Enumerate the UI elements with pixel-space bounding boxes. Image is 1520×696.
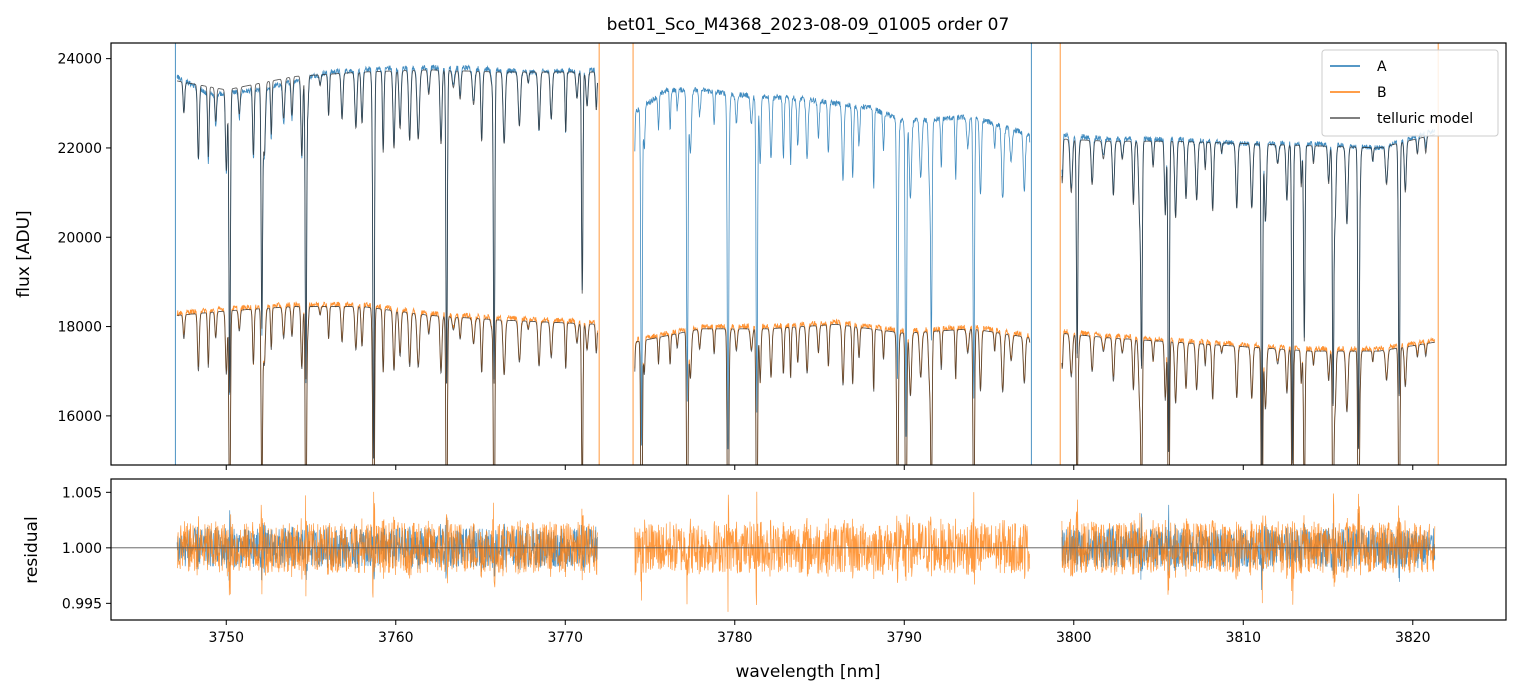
telluric-model-line — [177, 306, 598, 465]
telluric-model-line — [1061, 134, 1435, 465]
residual-x-tick-label: 3770 — [547, 630, 583, 646]
telluric-model-line — [1061, 333, 1435, 465]
residual-axes: 0.995 1.000 1.005 3750 3760 3770 3780 3790 3800… — [22, 478, 1507, 682]
flux-y-axis-label: flux [ADU] — [14, 210, 34, 297]
residual-x-tick-label: 3810 — [1225, 630, 1261, 646]
legend: A B telluric model — [1321, 49, 1499, 137]
residual-x-tick-label: 3760 — [378, 630, 414, 646]
flux-axes-frame — [110, 42, 1507, 466]
residual-y-ticks: 0.995 1.000 1.005 — [62, 485, 111, 612]
residual-axes-frame — [110, 478, 1507, 621]
residual-y-tick-label: 0.995 — [62, 596, 102, 612]
series-b-residual — [1061, 493, 1436, 605]
telluric-model-line — [177, 69, 598, 459]
flux-y-tick-label: 20000 — [57, 230, 102, 246]
flux-y-tick-label: 22000 — [57, 141, 102, 157]
chart-title: bet01_Sco_M4368_2023-08-09_01005 order 0… — [607, 15, 1010, 35]
legend-label-telluric: telluric model — [1377, 111, 1473, 127]
series-b-residual — [176, 491, 598, 598]
residual-y-axis-label: residual — [22, 516, 42, 583]
series-b-residual — [634, 491, 1031, 612]
residual-x-tick-label: 3820 — [1395, 630, 1431, 646]
flux-axes: 16000 18000 20000 22000 24000 flux [ADU] A B… — [14, 42, 1507, 470]
legend-box — [1321, 49, 1499, 137]
residual-y-tick-label: 1.000 — [62, 541, 102, 557]
series-a-flux — [634, 86, 1031, 450]
legend-label-b: B — [1377, 85, 1387, 101]
residual-x-ticks: 3750 3760 3770 3780 3790 3800 3810 3820 — [208, 620, 1431, 646]
residual-y-tick-label: 1.005 — [62, 485, 102, 501]
residual-x-tick-label: 3800 — [1056, 630, 1092, 646]
flux-y-tick-label: 24000 — [57, 52, 102, 68]
flux-x-ticks — [225, 465, 1414, 470]
flux-y-tick-label: 16000 — [57, 409, 102, 425]
flux-plot-area — [174, 43, 1439, 465]
telluric-model-line — [634, 323, 1031, 465]
residual-x-tick-label: 3750 — [208, 630, 244, 646]
residual-x-tick-label: 3780 — [717, 630, 753, 646]
flux-y-ticks: 16000 18000 20000 22000 24000 — [57, 52, 111, 425]
residual-x-tick-label: 3790 — [886, 630, 922, 646]
x-axis-label: wavelength [nm] — [735, 662, 880, 682]
legend-label-a: A — [1377, 59, 1387, 75]
residual-plot-area — [111, 491, 1506, 612]
flux-y-tick-label: 18000 — [57, 320, 102, 336]
